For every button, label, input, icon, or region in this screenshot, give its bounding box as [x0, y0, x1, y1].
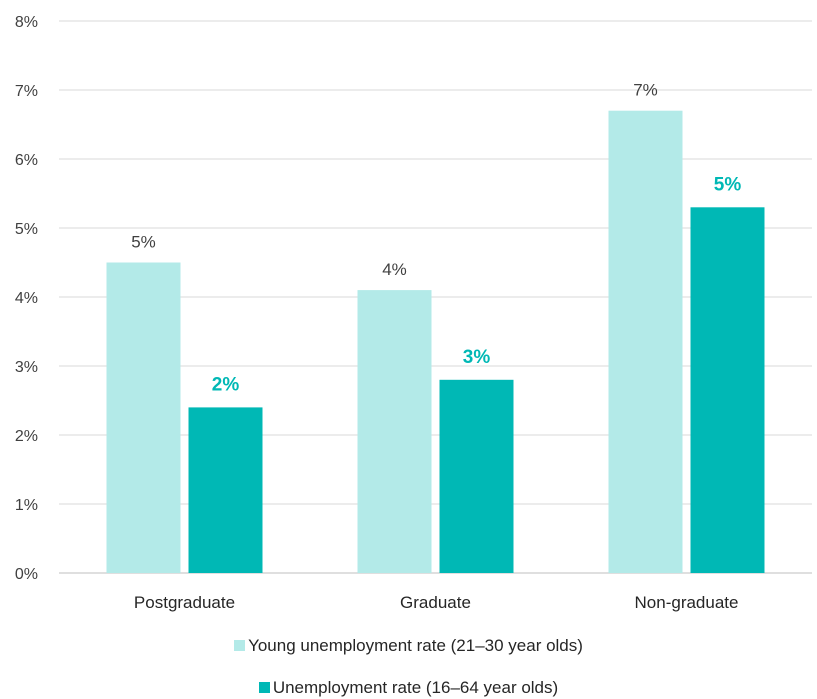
- x-category-label: Postgraduate: [134, 593, 235, 612]
- bar-all-non-graduate: [690, 207, 765, 574]
- y-axis-ticks: 0% 1% 2% 3% 4% 5% 6% 7% 8%: [15, 14, 38, 583]
- y-tick-label: 4%: [15, 290, 38, 307]
- y-tick-label: 2%: [15, 428, 38, 445]
- data-labels: 5% 2% 4% 3% 7% 5%: [131, 81, 741, 396]
- legend-label-all: Unemployment rate (16–64 year olds): [272, 678, 559, 697]
- bar-young-non-graduate: [608, 110, 683, 573]
- data-label: 2%: [212, 374, 240, 395]
- bar-young-postgraduate: [106, 262, 181, 573]
- y-tick-label: 3%: [15, 359, 38, 376]
- y-tick-label: 8%: [15, 14, 38, 31]
- data-label: 7%: [633, 81, 658, 100]
- bars: [106, 110, 765, 574]
- legend-item-all: Unemployment rate (16–64 year olds): [0, 678, 817, 698]
- data-label: 5%: [714, 174, 742, 195]
- y-tick-label: 1%: [15, 497, 38, 514]
- bar-all-postgraduate: [188, 407, 263, 573]
- x-category-label: Non-graduate: [635, 593, 739, 612]
- gridlines: [59, 20, 812, 574]
- x-category-label: Graduate: [400, 593, 471, 612]
- legend-swatch-young: [234, 640, 246, 651]
- y-tick-label: 5%: [15, 221, 38, 238]
- y-tick-label: 6%: [15, 152, 38, 169]
- data-label: 5%: [131, 233, 156, 252]
- data-label: 4%: [382, 260, 407, 279]
- legend-item-young: Young unemployment rate (21–30 year olds…: [0, 636, 817, 656]
- bar-young-graduate: [357, 290, 432, 573]
- data-label: 3%: [463, 347, 491, 368]
- legend-swatch-all: [258, 682, 270, 693]
- x-axis-categories: Postgraduate Graduate Non-graduate: [134, 593, 739, 612]
- bar-all-graduate: [439, 379, 514, 573]
- legend-label-young: Young unemployment rate (21–30 year olds…: [248, 636, 583, 655]
- bar-chart: 0% 1% 2% 3% 4% 5% 6% 7% 8% 5% 2% 4% 3% 7% 5% Postgrad…: [15, 14, 812, 612]
- y-tick-label: 7%: [15, 83, 38, 100]
- y-tick-label: 0%: [15, 566, 38, 583]
